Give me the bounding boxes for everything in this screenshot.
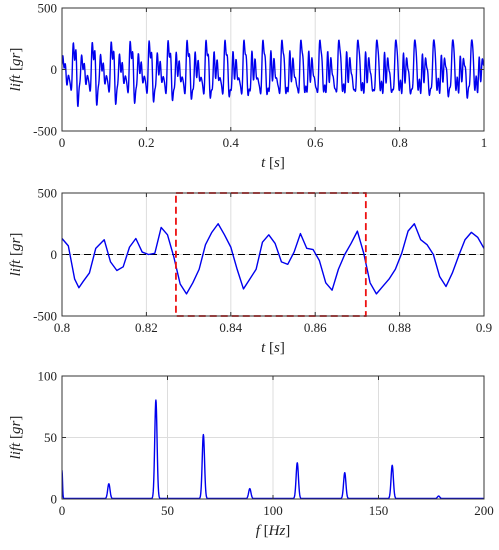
series-line [62,223,484,295]
x-tick-label: 200 [474,503,494,518]
x-axis-label: f [Hz] [256,523,291,539]
y-axis-label: lift [gr] [8,48,24,92]
x-axis-label: t [s] [261,340,285,356]
chart-panel-3: 0 50 100 150 200 0 50 100 f [Hz] lift [gr] [8,369,494,540]
x-tick-label: 1 [481,135,488,150]
x-tick-label: 50 [161,503,174,518]
y-tick-label: 0 [51,247,58,262]
y-tick-label: -500 [33,124,57,139]
x-tick-label: 0.9 [476,320,492,335]
x-tick-label: 0.84 [219,320,242,335]
y-tick-label: 100 [38,369,58,384]
y-tick-label: 500 [38,1,58,16]
chart-panel-2: 0.8 0.82 0.84 0.86 0.88 0.9 -500 0 500 t [s] lift … [8,186,492,357]
x-axis-label: t [s] [261,155,285,171]
y-tick-label: -500 [33,309,57,324]
x-tick-label: 0.8 [54,320,70,335]
data-layer [62,39,484,108]
x-tick-label: 0 [59,135,66,150]
x-tick-label: 0.88 [388,320,411,335]
x-tick-label: 150 [369,503,389,518]
x-tick-label: 0 [59,503,66,518]
y-tick-label: 500 [38,186,58,201]
series-line [62,39,484,108]
y-tick-label: 0 [51,62,58,77]
y-axis-label: lift [gr] [8,416,24,460]
x-tick-label: 0.6 [307,135,324,150]
y-axis-label: lift [gr] [8,233,24,277]
x-tick-label: 0.82 [135,320,158,335]
x-tick-label: 0.2 [138,135,154,150]
x-tick-label: 100 [263,503,283,518]
y-tick-label: 50 [44,430,57,445]
x-tick-label: 0.8 [391,135,407,150]
y-tick-label: 0 [51,492,58,507]
x-tick-label: 0.86 [304,320,327,335]
x-tick-label: 0.4 [223,135,240,150]
data-layer [62,223,484,295]
